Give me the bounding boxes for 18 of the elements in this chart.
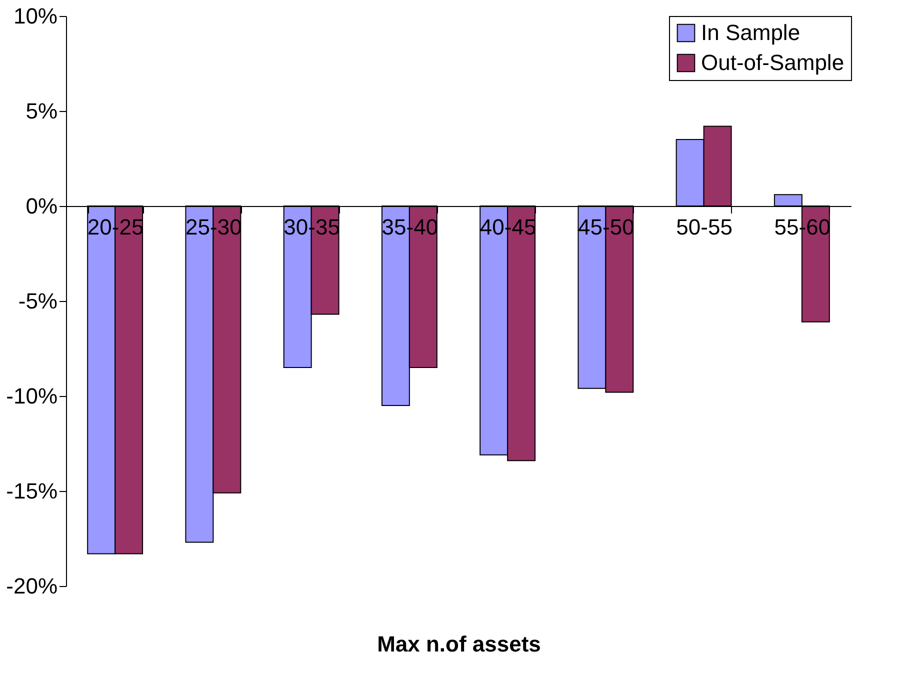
x-tick-label: 55-60: [774, 214, 831, 240]
x-tick-label: 45-50: [578, 214, 634, 240]
y-tick-label: 10%: [13, 4, 58, 28]
x-axis-title: Max n.of assets: [377, 632, 541, 656]
x-tick-label: 25-30: [186, 214, 242, 240]
y-tick-label: 0%: [26, 194, 58, 218]
y-tick-label: -15%: [6, 478, 58, 504]
legend-label: Out-of-Sample: [701, 50, 844, 75]
x-tick-label: 30-35: [284, 214, 340, 240]
x-tick-label: 35-40: [382, 214, 438, 240]
y-tick-label: -10%: [6, 384, 58, 408]
x-tick-label: 40-45: [480, 214, 536, 240]
x-tick-label: 50-55: [676, 214, 732, 240]
x-tick-label: 20-25: [87, 214, 144, 240]
y-tick-label: -20%: [6, 574, 58, 598]
legend-label: In Sample: [701, 20, 800, 45]
y-tick-label: -5%: [18, 288, 58, 314]
y-tick-label: 5%: [26, 98, 58, 124]
